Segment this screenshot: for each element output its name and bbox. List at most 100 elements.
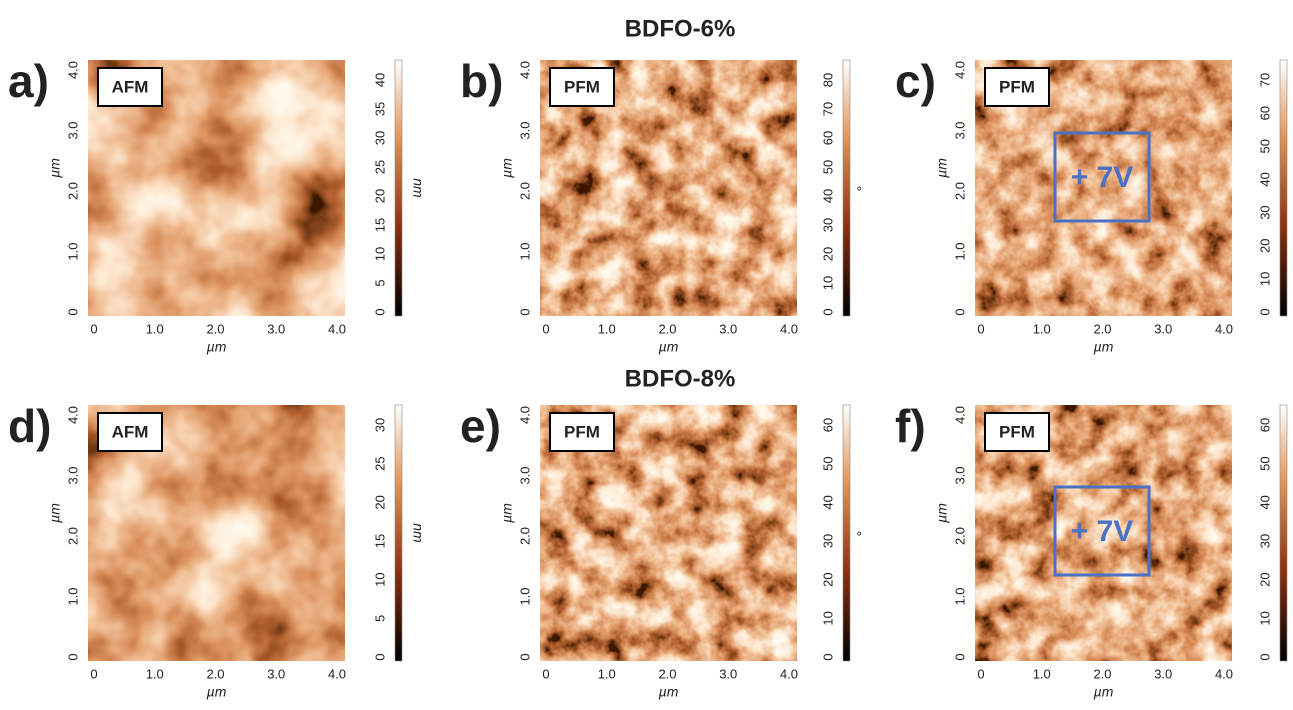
colorbar-tick-label: 20 [1257,238,1272,252]
colorbar [1279,404,1288,662]
mode-label: PFM [999,422,1035,441]
colorbar-tick-label: 80 [820,73,835,87]
x-tick-label: 1.0 [1033,666,1051,681]
y-tick-label: 0 [65,653,80,660]
panel: d) AFM 0 1.0 2.0 3.0 4.0 0 1.0 2.0 3.0 4.0 µm µm 0 5 10 1… [8,400,426,700]
y-tick-label: 4.0 [65,61,80,79]
colorbar-tick-label: 35 [372,102,387,116]
y-axis-label: µm [934,503,950,523]
panel-label: d) [8,400,51,452]
colorbar-tick-label: 20 [372,189,387,203]
colorbar-unit: ° [848,530,864,536]
colorbar-tick-label: 30 [372,131,387,145]
colorbar-tick-label: 10 [1257,272,1272,286]
y-tick-label: 2.0 [65,527,80,545]
y-tick-label: 3.0 [65,121,80,139]
colorbar-tick-label: 30 [372,418,387,432]
y-tick-label: 4.0 [517,406,532,424]
mode-badge [549,67,615,107]
colorbar-tick-label: 25 [372,456,387,470]
y-tick-label: 1.0 [65,242,80,260]
colorbar-tick-label: 50 [820,160,835,174]
panel: a) AFM 0 1.0 2.0 3.0 4.0 0 1.0 2.0 3.0 4.0 µm µm 0 5 10 1… [8,55,426,355]
colorbar-tick-label: 0 [372,308,387,315]
y-tick-label: 1.0 [65,587,80,605]
x-tick-label: 4.0 [1215,321,1233,336]
colorbar-tick-label: 40 [1257,172,1272,186]
colorbar-tick-label: 30 [820,534,835,548]
colorbar-unit: nm [410,178,426,198]
panel-label: e) [460,400,501,452]
colorbar-tick-label: 40 [372,73,387,87]
x-tick-label: 0 [977,321,984,336]
y-tick-label: 2.0 [65,182,80,200]
colorbar-tick-label: 25 [372,160,387,174]
mode-badge [97,412,163,452]
x-tick-label: 0 [90,666,97,681]
y-tick-label: 2.0 [952,182,967,200]
colorbar [394,404,403,662]
x-tick-label: 3.0 [1154,321,1172,336]
mode-badge [97,67,163,107]
y-tick-label: 0 [65,308,80,315]
y-tick-label: 3.0 [952,121,967,139]
y-tick-label: 0 [517,308,532,315]
x-tick-label: 3.0 [267,666,285,681]
y-tick-label: 4.0 [952,61,967,79]
x-tick-label: 2.0 [206,666,224,681]
poled-region [1053,485,1151,577]
y-tick-label: 1.0 [952,587,967,605]
y-tick-label: 1.0 [952,242,967,260]
colorbar-tick-label: 50 [820,456,835,470]
x-tick-label: 4.0 [780,666,798,681]
colorbar-tick-label: 40 [820,495,835,509]
colorbar-unit: ° [848,185,864,191]
x-axis-label: µm [659,684,679,700]
mode-label: PFM [999,77,1035,96]
x-tick-label: 1.0 [1033,321,1051,336]
y-tick-label: 4.0 [65,406,80,424]
panel-label: a) [8,55,49,107]
y-tick-label: 0 [517,653,532,660]
colorbar-tick-label: 70 [820,102,835,116]
mode-label: AFM [112,422,149,441]
colorbar-tick-label: 15 [372,534,387,548]
panel-label: f) [895,400,926,452]
x-tick-label: 2.0 [658,321,676,336]
y-axis-label: µm [934,158,950,178]
colorbar-tick-label: 50 [1257,139,1272,153]
x-tick-label: 2.0 [206,321,224,336]
colorbar-tick-label: 30 [1257,205,1272,219]
x-tick-label: 4.0 [328,321,346,336]
x-axis-label: µm [207,339,227,355]
colorbar-tick-label: 0 [1257,308,1272,315]
colorbar [1279,59,1288,317]
x-axis-label: µm [1094,339,1114,355]
colorbar-tick-label: 0 [820,653,835,660]
y-axis-label: µm [499,503,515,523]
colorbar [394,59,403,317]
x-tick-label: 1.0 [146,666,164,681]
x-axis-label: µm [207,684,227,700]
colorbar-unit: nm [410,523,426,543]
y-tick-label: 0 [952,308,967,315]
y-tick-label: 1.0 [517,587,532,605]
colorbar-tick-label: 20 [820,247,835,261]
x-tick-label: 4.0 [328,666,346,681]
x-tick-label: 2.0 [1093,666,1111,681]
x-tick-label: 0 [542,321,549,336]
mode-label: AFM [112,77,149,96]
y-tick-label: 3.0 [517,121,532,139]
y-axis-label: µm [47,503,63,523]
colorbar-tick-label: 40 [1257,495,1272,509]
colorbar-tick-label: 60 [1257,418,1272,432]
y-tick-label: 3.0 [952,466,967,484]
x-tick-label: 0 [542,666,549,681]
x-tick-label: 4.0 [1215,666,1233,681]
colorbar-tick-label: 20 [1257,572,1272,586]
colorbar-tick-label: 20 [820,572,835,586]
colorbar-tick-label: 20 [372,495,387,509]
colorbar-tick-label: 5 [372,279,387,286]
mode-badge [984,67,1050,107]
y-axis-label: µm [47,158,63,178]
